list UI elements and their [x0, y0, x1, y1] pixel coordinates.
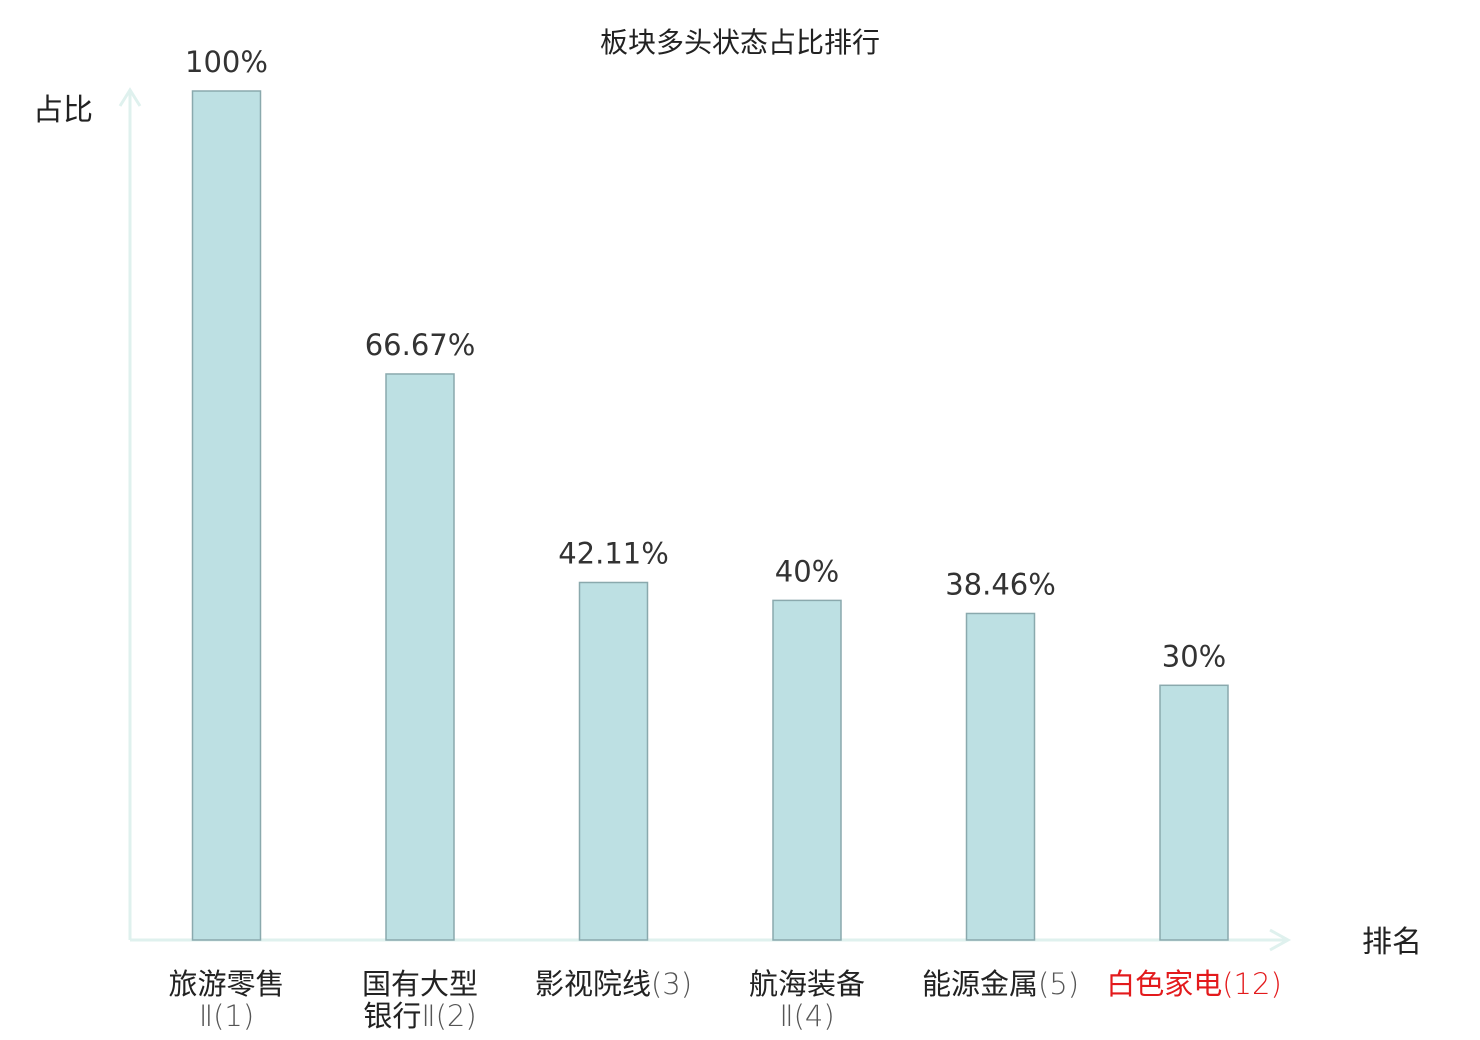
bar: [385, 373, 455, 941]
x-tick-label: 国有大型银行Ⅱ(2): [362, 967, 478, 1033]
bar: [772, 599, 842, 941]
x-axis-label: 排名: [1362, 925, 1422, 960]
x-tick-label: 影视院线(3): [535, 967, 692, 1001]
x-tick-label: 旅游零售 Ⅱ(1): [168, 967, 284, 1033]
x-axis: [130, 928, 1292, 952]
category-labels: 旅游零售 Ⅱ(1) 国有大型银行Ⅱ(2) 影视院线(3) 航海装备 Ⅱ(4) 能源金属(5)…: [168, 967, 1281, 1033]
y-axis: [118, 87, 142, 940]
y-axis-label: 占比: [33, 93, 93, 128]
chart-title: 板块多头状态占比排行: [600, 26, 880, 59]
bar-value-label: 66.67%: [365, 328, 476, 362]
bar-value-label: 30%: [1162, 639, 1226, 673]
bar: [965, 612, 1036, 941]
x-tick-label: 航海装备 Ⅱ(4): [749, 967, 865, 1033]
bar: [1159, 684, 1229, 941]
value-labels: 100% 66.67% 42.11% 40% 38.46% 30%: [185, 45, 1226, 673]
x-tick-label: 白色家电(12): [1106, 967, 1282, 1001]
bar: [578, 581, 649, 941]
bars: [191, 90, 1229, 941]
bar-value-label: 40%: [775, 554, 839, 588]
bar-value-label: 100%: [185, 45, 268, 79]
bar-value-label: 42.11%: [558, 536, 669, 570]
x-tick-label: 能源金属(5): [922, 967, 1079, 1001]
bar-value-label: 38.46%: [945, 567, 1056, 601]
bar: [191, 90, 262, 941]
